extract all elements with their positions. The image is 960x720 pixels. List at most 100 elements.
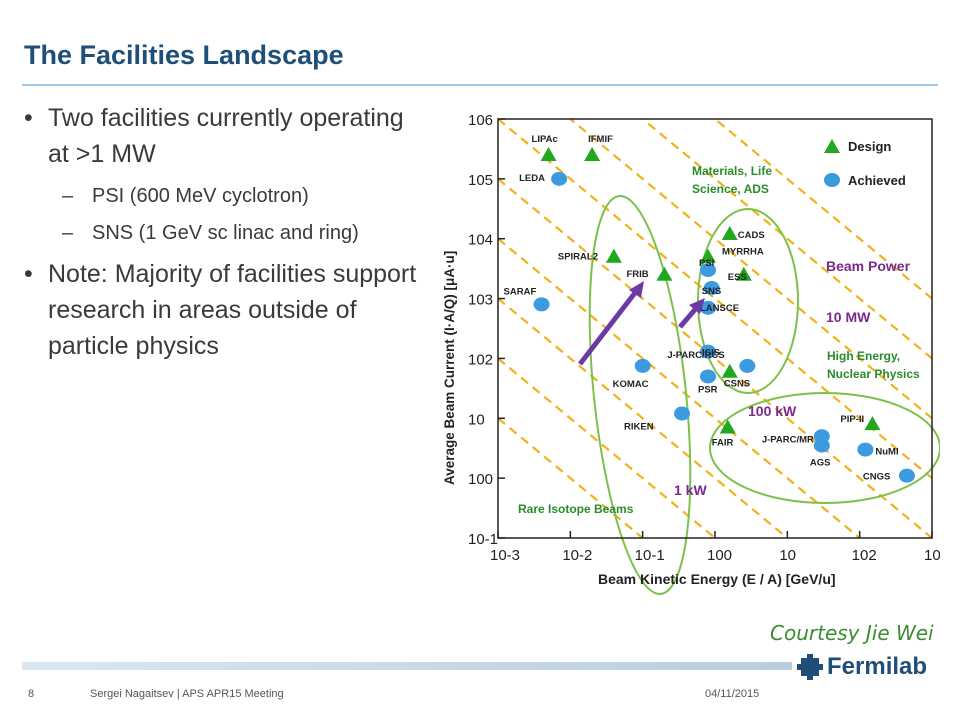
footer-bar <box>22 662 792 670</box>
upgrade-arrow-head <box>629 281 644 298</box>
achieved-point-lansce <box>699 300 716 315</box>
design-point-lipac <box>540 147 557 162</box>
point-label-cads: CADS <box>738 230 765 241</box>
point-label-frib: FRIB <box>626 269 648 280</box>
upgrade-arrow-head <box>689 298 705 314</box>
fermilab-wordmark: Fermilab <box>827 653 928 680</box>
achieved-point-j-parc-rcs <box>739 358 756 373</box>
footer-page-number: 8 <box>28 688 35 700</box>
beam-power-title: Beam Power <box>826 258 911 274</box>
y-tick-label: 102 <box>468 351 493 368</box>
design-point-ifmif <box>584 147 601 162</box>
design-point-myrrha <box>699 248 716 263</box>
point-label-lansce: LANSCE <box>700 303 739 314</box>
achieved-point-psr <box>699 369 716 384</box>
achieved-point-sns <box>703 281 720 296</box>
beam-power-line <box>498 237 861 538</box>
footer-author: Sergei Nagaitsev | APS APR15 Meeting <box>90 688 284 700</box>
point-label-fair: FAIR <box>712 438 734 449</box>
group-label-materials: Science, ADS <box>692 182 769 196</box>
upgrade-arrow <box>578 287 640 366</box>
point-label-komac: KOMAC <box>613 379 649 390</box>
point-label-numi: NuMI <box>875 447 898 458</box>
y-tick-label: 106 <box>468 112 493 129</box>
point-label-ess: ESS <box>728 272 747 283</box>
beam-power-line <box>568 119 932 420</box>
design-point-ess <box>735 266 752 281</box>
sub-bullet-psi: PSI (600 MeV cyclotron) <box>24 182 424 211</box>
beam-power-line <box>713 119 932 300</box>
slide-title: The Facilities Landscape <box>24 40 344 70</box>
design-point-spiral2 <box>605 248 622 263</box>
group-rare-isotope-ellipse <box>588 195 692 595</box>
point-label-riken: RIKEN <box>624 422 654 433</box>
point-label-lipac: LIPAc <box>532 134 558 145</box>
design-point-csns <box>721 363 738 378</box>
point-label-psr: PSR <box>698 384 718 395</box>
y-tick-label: 10-1 <box>468 531 498 548</box>
y-tick-label: 100 <box>468 471 493 488</box>
achieved-point-leda <box>551 171 568 186</box>
power-line-label-1kw: 1 kW <box>674 482 707 498</box>
achieved-point-ags <box>813 438 830 453</box>
point-label-j-parc-rcs: J-PARC/RCS <box>667 350 724 361</box>
group-label-rare-isotope: Rare Isotope Beams <box>518 502 634 516</box>
legend-design-marker <box>824 139 840 153</box>
bullet-list: Two facilities currently operating at >1… <box>24 100 424 364</box>
power-line-label-10mw: 10 MW <box>826 309 871 325</box>
point-label-csns: CSNS <box>724 379 750 390</box>
x-tick-label: 102 <box>852 547 877 564</box>
x-tick-label: 100 <box>707 547 732 564</box>
point-label-ags: AGS <box>810 458 831 469</box>
point-label-isis: ISIS <box>702 348 720 359</box>
design-point-fair <box>719 419 736 434</box>
x-tick-label: 10-3 <box>490 547 520 564</box>
footer-date: 04/11/2015 <box>705 688 760 700</box>
design-point-frib <box>656 266 673 281</box>
y-axis-label: Average Beam Current (I·A/Q) [μA·u] <box>442 251 457 485</box>
point-label-saraf: SARAF <box>504 286 537 297</box>
beam-power-line <box>498 178 932 538</box>
x-tick-label: 10-1 <box>635 547 665 564</box>
achieved-point-komac <box>634 358 651 373</box>
bullet-note: Note: Majority of facilities support res… <box>24 256 424 364</box>
point-label-sns: SNS <box>702 286 722 297</box>
beam-power-line <box>498 417 644 538</box>
point-label-myrrha: MYRRHA <box>722 247 764 258</box>
achieved-point-numi <box>857 442 874 457</box>
legend-achieved-marker <box>824 173 840 187</box>
bullet-operating-facilities: Two facilities currently operating at >1… <box>24 100 424 172</box>
design-point-cads <box>721 225 738 240</box>
y-tick-label: 104 <box>468 232 493 249</box>
achieved-point-isis <box>699 344 716 359</box>
legend-design-label: Design <box>848 139 891 154</box>
fermilab-logo-icon <box>797 654 823 680</box>
sub-bullet-sns: SNS (1 GeV sc linac and ring) <box>24 219 424 248</box>
point-label-cngs: CNGS <box>863 472 890 483</box>
point-label-psi: PSI <box>699 258 714 269</box>
achieved-point-cngs <box>898 468 915 483</box>
group-label-high-energy: High Energy, <box>827 349 900 363</box>
group-high-energy-ellipse <box>709 392 940 504</box>
group-materials-ellipse <box>697 208 799 394</box>
design-point-pip-ii <box>864 416 881 431</box>
y-tick-label: 103 <box>468 292 493 309</box>
y-tick-label: 105 <box>468 172 493 189</box>
image-credit: Courtesy Jie Wei <box>770 621 934 645</box>
y-tick-label: 10 <box>468 411 485 428</box>
title-divider <box>22 84 938 86</box>
achieved-point-riken <box>674 406 691 421</box>
x-tick-label: 10-2 <box>562 547 592 564</box>
x-axis-label: Beam Kinetic Energy (E / A) [GeV/u] <box>598 571 836 587</box>
point-label-leda: LEDA <box>519 173 545 184</box>
group-label-materials: Materials, Life <box>692 164 772 178</box>
point-label-spiral2: SPIRAL2 <box>558 252 598 263</box>
x-tick-label: 10 <box>779 547 796 564</box>
beam-power-line <box>498 357 716 538</box>
fermilab-logo: Fermilab <box>797 652 927 682</box>
point-label-ifmif: IFMIF <box>588 134 613 145</box>
beam-power-line <box>640 119 932 360</box>
legend-achieved-label: Achieved <box>848 173 906 188</box>
beam-power-line <box>498 297 789 538</box>
power-line-label-100kw: 100 kW <box>748 403 797 419</box>
